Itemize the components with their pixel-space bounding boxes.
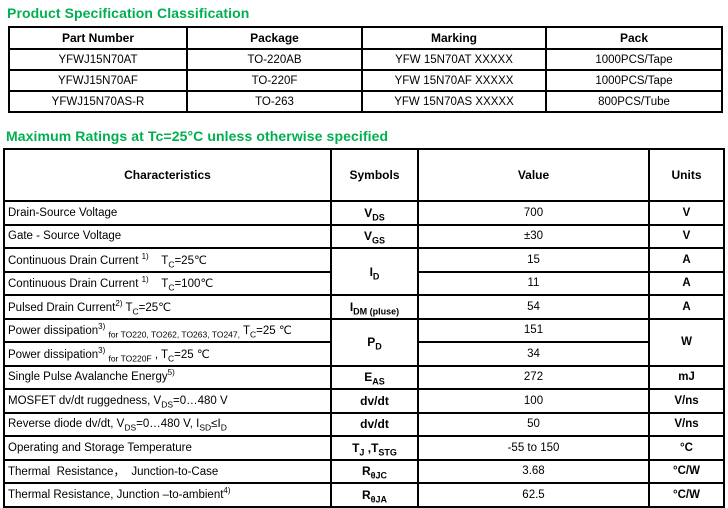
symbol-cell: EAS: [330, 364, 419, 390]
table-cell: TO-220F: [186, 69, 363, 92]
value-cell: ±30: [417, 223, 650, 249]
col-header-symbols: Symbols: [330, 148, 419, 202]
ratings-row: Continuous Drain Current 1) TC=100℃ 11 A: [3, 270, 725, 296]
characteristic-cell: Thermal Resistance, Junction –to-ambient…: [3, 482, 332, 508]
classification-row: YFWJ15N70AF TO-220F YFW 15N70AF XXXXX 1000P…: [8, 69, 723, 92]
classification-header-row: Part Number Package Marking Pack: [8, 26, 723, 50]
ratings-table-body: Drain-Source Voltage VDS 700 V Gate - Source…: [3, 200, 725, 508]
characteristic-cell: MOSFET dv/dt ruggedness, VDS=0…480 V: [3, 388, 332, 414]
table-cell: YFWJ15N70AS-R: [8, 90, 188, 113]
value-cell: 100: [417, 388, 650, 414]
characteristic-cell: Drain-Source Voltage: [3, 200, 332, 226]
product-classification-table: Part Number Package Marking Pack YFWJ15N…: [8, 26, 723, 113]
characteristic-cell: Thermal Resistance， Junction-to-Case: [3, 458, 332, 484]
ratings-row: Reverse diode dv/dt, VDS=0…480 V, ISD≤ID…: [3, 411, 725, 437]
value-cell: -55 to 150: [417, 435, 650, 461]
symbol-cell: dv/dt: [330, 411, 419, 437]
col-header-units: Units: [648, 148, 725, 202]
unit-cell: W: [648, 317, 725, 367]
value-cell: 34: [417, 341, 650, 367]
table-cell: TO-220AB: [186, 48, 363, 71]
symbol-cell: dv/dt: [330, 388, 419, 414]
characteristic-cell: Single Pulse Avalanche Energy5): [3, 364, 332, 390]
symbol-cell: TJ ,TSTG: [330, 435, 419, 461]
table-cell: YFW 15N70AF XXXXX: [361, 69, 547, 92]
characteristic-cell: Power dissipation3) for TO220F , TC=25 ℃: [3, 341, 332, 367]
characteristic-cell: Continuous Drain Current 1) TC=25℃: [3, 247, 332, 273]
value-cell: 3.68: [417, 458, 650, 484]
col-header-characteristics: Characteristics: [3, 148, 332, 202]
symbol-cell: VGS: [330, 223, 419, 249]
table-cell: 1000PCS/Tape: [545, 69, 723, 92]
value-cell: 11: [417, 270, 650, 296]
ratings-row: Gate - Source Voltage VGS ±30 V: [3, 223, 725, 249]
maximum-ratings-table: Characteristics Symbols Value Units Drai…: [3, 148, 725, 508]
value-cell: 15: [417, 247, 650, 273]
ratings-row: Power dissipation3) for TO220F , TC=25 ℃…: [3, 341, 724, 367]
characteristic-cell: Power dissipation3) for TO220, TO262, TO…: [3, 317, 332, 343]
table-cell: 800PCS/Tube: [545, 90, 723, 113]
unit-cell: V/ns: [648, 388, 725, 414]
value-cell: 50: [417, 411, 650, 437]
unit-cell: °C: [648, 435, 725, 461]
unit-cell: A: [648, 247, 725, 273]
characteristic-cell: Reverse diode dv/dt, VDS=0…480 V, ISD≤ID: [3, 411, 332, 437]
characteristic-cell: Operating and Storage Temperature: [3, 435, 332, 461]
table-cell: YFW 15N70AS XXXXX: [361, 90, 547, 113]
value-cell: 272: [417, 364, 650, 390]
unit-cell: V/ns: [648, 411, 725, 437]
ratings-row: Operating and Storage Temperature TJ ,TST…: [3, 435, 725, 461]
value-cell: 700: [417, 200, 650, 226]
ratings-row: Continuous Drain Current 1) TC=25℃ ID 15 A: [3, 247, 725, 296]
ratings-row: Pulsed Drain Current2) TC=25℃ IDM (pluse)…: [3, 294, 725, 320]
symbol-cell: IDM (pluse): [330, 294, 419, 320]
unit-cell: A: [648, 270, 725, 296]
symbol-cell: PD: [330, 317, 419, 367]
col-header-marking: Marking: [361, 26, 547, 50]
col-header-package: Package: [186, 26, 363, 50]
table-cell: 1000PCS/Tape: [545, 48, 723, 71]
ratings-row: Thermal Resistance, Junction –to-ambient…: [3, 482, 725, 508]
value-cell: 62.5: [417, 482, 650, 508]
unit-cell: °C/W: [648, 458, 725, 484]
col-header-value: Value: [417, 148, 650, 202]
section-title-maximum-ratings: Maximum Ratings at Tc=25°C unless otherw…: [6, 128, 389, 144]
characteristic-cell: Gate - Source Voltage: [3, 223, 332, 249]
symbol-cell: VDS: [330, 200, 419, 226]
symbol-cell: RθJC: [330, 458, 419, 484]
unit-cell: mJ: [648, 364, 725, 390]
unit-cell: V: [648, 223, 725, 249]
symbol-cell: RθJA: [330, 482, 419, 508]
ratings-row: Power dissipation3) for TO220, TO262, TO…: [3, 317, 725, 367]
ratings-header-row: Characteristics Symbols Value Units: [3, 148, 725, 202]
table-cell: TO-263: [186, 90, 363, 113]
col-header-part-number: Part Number: [8, 26, 188, 50]
table-cell: YFWJ15N70AF: [8, 69, 188, 92]
ratings-row: Thermal Resistance， Junction-to-Case RθJC…: [3, 458, 725, 484]
symbol-cell: ID: [330, 247, 419, 296]
value-cell: 151: [417, 317, 650, 343]
section-title-product-classification: Product Specification Classification: [7, 5, 250, 21]
value-cell: 54: [417, 294, 650, 320]
classification-row: YFWJ15N70AT TO-220AB YFW 15N70AT XXXXX 1000…: [8, 48, 723, 71]
unit-cell: V: [648, 200, 725, 226]
table-cell: YFWJ15N70AT: [8, 48, 188, 71]
unit-cell: A: [648, 294, 725, 320]
characteristic-cell: Pulsed Drain Current2) TC=25℃: [3, 294, 332, 320]
classification-row: YFWJ15N70AS-R TO-263 YFW 15N70AS XXXXX 800P…: [8, 90, 723, 113]
col-header-pack: Pack: [545, 26, 723, 50]
table-cell: YFW 15N70AT XXXXX: [361, 48, 547, 71]
ratings-row: Single Pulse Avalanche Energy5) EAS 272 mJ: [3, 364, 725, 390]
unit-cell: °C/W: [648, 482, 725, 508]
classification-table-body: YFWJ15N70AT TO-220AB YFW 15N70AT XXXXX 1000…: [8, 48, 723, 113]
characteristic-cell: Continuous Drain Current 1) TC=100℃: [3, 270, 332, 296]
ratings-row: Drain-Source Voltage VDS 700 V: [3, 200, 725, 226]
